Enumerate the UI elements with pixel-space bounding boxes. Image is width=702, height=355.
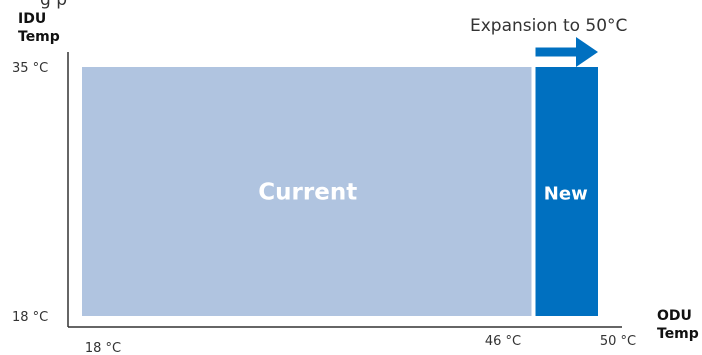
x-tick-label: 18 °C	[85, 341, 121, 355]
regions-group: Current New	[82, 67, 598, 316]
region-label-new: New	[544, 184, 588, 205]
x-axis-title-line2: Temp	[657, 326, 699, 342]
region-current	[82, 67, 534, 316]
y-tick-label: 35 °C	[12, 61, 48, 76]
region-new	[533, 67, 598, 316]
expansion-annotation-label: Expansion to 50°C	[470, 16, 627, 36]
y-axis-title-line1: IDU	[18, 11, 46, 27]
x-tick-label: 50 °C	[600, 334, 636, 349]
expansion-annotation: Expansion to 50°C	[470, 16, 627, 67]
y-tick-label: 18 °C	[12, 310, 48, 325]
x-tick-label: 46 °C	[485, 334, 521, 349]
x-axis-title-line1: ODU	[657, 308, 692, 324]
region-label-current: Current	[258, 180, 357, 206]
y-axis-title-line2: Temp	[18, 29, 60, 45]
ticks-group: 18 °C 46 °C 50 °C 35 °C 18 °C	[12, 61, 636, 355]
expansion-arrow	[535, 37, 598, 67]
cut-off-heading-fragment: g p	[40, 0, 67, 10]
